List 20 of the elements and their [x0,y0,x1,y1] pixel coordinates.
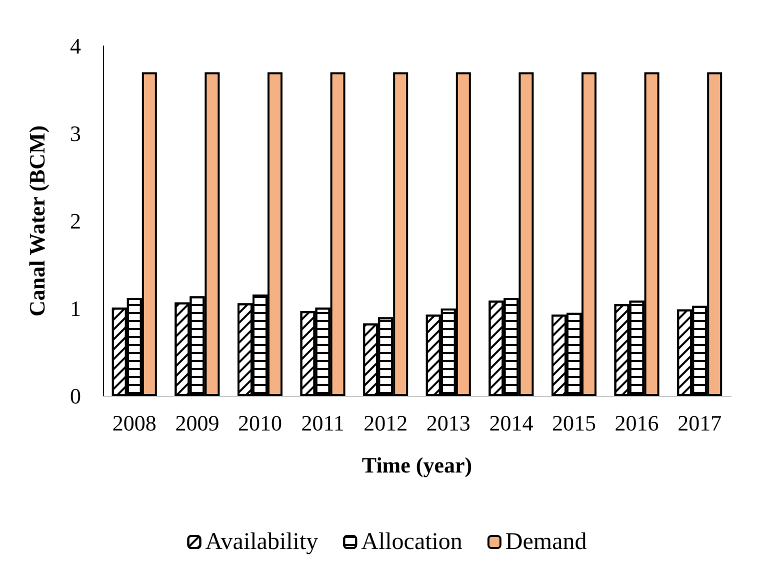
x-tick-label: 2017 [678,410,722,436]
x-tick-label: 2013 [426,410,470,436]
x-tick-label: 2016 [614,410,659,436]
legend-label: Demand [505,529,587,555]
y-tick-label: 4 [70,34,81,58]
x-tick-label: 2009 [175,410,220,436]
legend-label: Availability [205,529,318,555]
y-axis-title: Canal Water (BCM) [24,125,50,317]
legend-label: Allocation [361,529,462,555]
x-axis-title: Time (year) [362,452,472,478]
y-tick-label: 0 [70,384,81,408]
y-tick-label: 3 [70,121,81,146]
x-tick-label: 2014 [489,410,534,436]
y-tick-label: 1 [70,296,81,321]
x-tick-label: 2011 [301,410,344,436]
x-tick-label: 2015 [552,410,596,436]
x-tick-label: 2008 [112,410,156,436]
y-tick-label: 2 [70,208,81,234]
x-tick-label: 2010 [238,410,282,436]
x-tick-label: 2012 [364,410,408,436]
